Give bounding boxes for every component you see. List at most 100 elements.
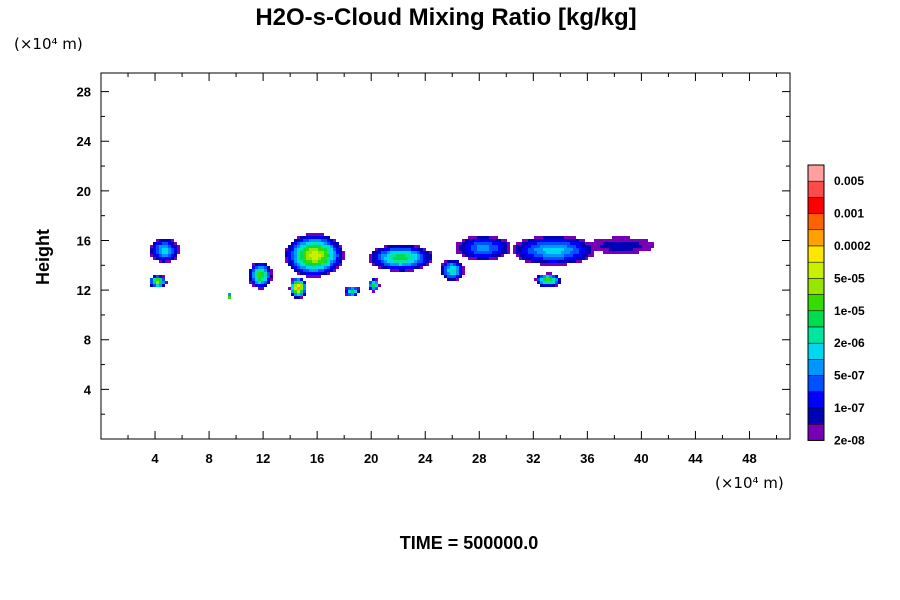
cloud-cell [555, 260, 558, 263]
cloud-cell [321, 254, 324, 257]
cloud-cell [546, 239, 549, 242]
cloud-cell [258, 284, 261, 287]
cloud-cell [537, 242, 540, 245]
cloud-cell [150, 251, 153, 254]
cloud-field [150, 233, 654, 299]
colorbar-swatch [807, 229, 825, 247]
cloud-cell [375, 287, 378, 290]
cloud-cell [378, 260, 381, 263]
cloud-cell [492, 251, 495, 254]
cloud-cell [576, 257, 579, 260]
cloud-cell [333, 263, 336, 266]
cloud-cell [543, 278, 546, 281]
cloud-cell [408, 260, 411, 263]
cloud-cell [339, 248, 342, 251]
colorbar-label: 0.0002 [834, 239, 871, 253]
cloud-cell [525, 248, 528, 251]
cloud-cell [456, 266, 459, 269]
cloud-cell [462, 272, 465, 275]
cloud-cell [636, 251, 639, 254]
cloud-cell [375, 251, 378, 254]
cloud-cell [627, 236, 630, 239]
cloud-cell [174, 248, 177, 251]
cloud-cell [567, 260, 570, 263]
cloud-cell [153, 248, 156, 251]
cloud-cell [534, 260, 537, 263]
cloud-cell [291, 287, 294, 290]
cloud-cell [270, 269, 273, 272]
cloud-cell [651, 245, 654, 248]
cloud-cell [636, 242, 639, 245]
cloud-cell [561, 251, 564, 254]
cloud-cell [330, 266, 333, 269]
cloud-cell [327, 257, 330, 260]
cloud-cell [555, 248, 558, 251]
cloud-cell [477, 251, 480, 254]
cloud-cell [309, 233, 312, 236]
cloud-cell [315, 242, 318, 245]
cloud-cell [333, 251, 336, 254]
colorbar-swatch [807, 359, 825, 376]
cloud-cell [324, 257, 327, 260]
cloud-cell [558, 260, 561, 263]
cloud-cell [174, 242, 177, 245]
cloud-cell [384, 248, 387, 251]
cloud-cell [645, 245, 648, 248]
cloud-cell [300, 248, 303, 251]
cloud-cell [498, 248, 501, 251]
cloud-cell [387, 263, 390, 266]
cloud-cell [264, 278, 267, 281]
cloud-cell [297, 257, 300, 260]
cloud-cell [318, 245, 321, 248]
cloud-cell [165, 245, 168, 248]
cloud-cell [315, 272, 318, 275]
cloud-cell [318, 272, 321, 275]
cloud-cell [306, 266, 309, 269]
cloud-cell [270, 275, 273, 278]
cloud-cell [483, 239, 486, 242]
colorbar-label: 2e-06 [834, 336, 865, 350]
cloud-cell [153, 254, 156, 257]
cloud-cell [294, 293, 297, 296]
cloud-cell [573, 251, 576, 254]
cloud-cell [390, 245, 393, 248]
cloud-cell [546, 242, 549, 245]
cloud-cell [501, 251, 504, 254]
cloud-cell [255, 269, 258, 272]
cloud-cell [291, 284, 294, 287]
cloud-cell [264, 266, 267, 269]
cloud-cell [537, 251, 540, 254]
colorbar-label: 5e-07 [834, 369, 865, 383]
cloud-cell [165, 257, 168, 260]
cloud-cell [405, 251, 408, 254]
cloud-cell [468, 248, 471, 251]
cloud-cell [534, 278, 537, 281]
cloud-cell [387, 260, 390, 263]
cloud-cell [399, 260, 402, 263]
cloud-cell [468, 254, 471, 257]
cloud-cell [525, 242, 528, 245]
cloud-cell [333, 260, 336, 263]
cloud-cell [537, 281, 540, 284]
cloud-cell [555, 239, 558, 242]
x-tick-label: 28 [472, 451, 486, 466]
cloud-cell [576, 251, 579, 254]
cloud-cell [288, 251, 291, 254]
cloud-cell [297, 263, 300, 266]
cloud-cell [483, 257, 486, 260]
cloud-cell [603, 251, 606, 254]
cloud-cell [618, 242, 621, 245]
cloud-cell [315, 236, 318, 239]
colorbar: 0.005 0.001 0.0002 5e-05 1e-05 2e-06 5e-07 1e-0… [807, 164, 871, 447]
cloud-cell [594, 239, 597, 242]
cloud-cell [588, 242, 591, 245]
cloud-cell [567, 254, 570, 257]
cloud-cell [564, 248, 567, 251]
cloud-cell [585, 254, 588, 257]
cloud-cell [462, 245, 465, 248]
cloud-cell [267, 281, 270, 284]
cloud-cell [393, 266, 396, 269]
cloud-cell [525, 251, 528, 254]
cloud-cell [609, 251, 612, 254]
cloud-cell [150, 281, 153, 284]
